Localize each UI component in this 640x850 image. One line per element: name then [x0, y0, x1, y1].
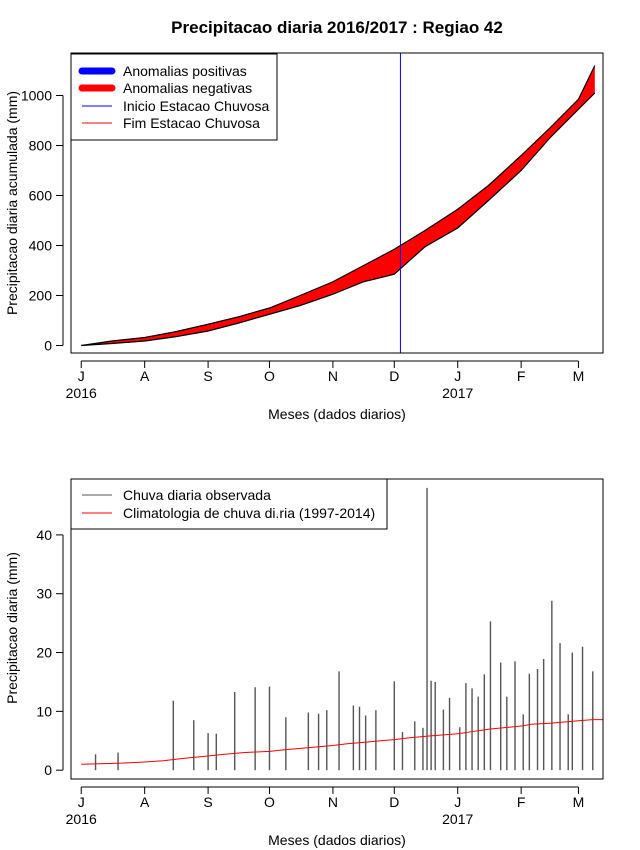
panel1-x-tick-label: J	[78, 368, 85, 384]
legend-label-season-end: Fim Estacao Chuvosa	[123, 115, 260, 131]
daily-climatology-line	[81, 719, 603, 765]
panel2-year-label: 2017	[442, 811, 473, 827]
panel1-y-tick-label: 200	[29, 288, 53, 304]
legend-label-observed: Chuva diaria observada	[123, 487, 271, 503]
panel1-y-tick-label: 800	[29, 138, 53, 154]
panel2-x-tick-label: S	[203, 794, 212, 810]
panel2-x-tick-label: N	[328, 794, 338, 810]
panel2-x-tick-label: M	[573, 794, 585, 810]
panel1-year-label: 2017	[442, 385, 473, 401]
panel1-y-tick-label: 400	[29, 238, 53, 254]
cumulative-precipitation-panel: J A S O N D J F M 2016 2017 0 200 400 600 800 1000 Meses…	[4, 52, 604, 422]
panel2-x-axis-label: Meses (dados diarios)	[268, 832, 406, 848]
panel2-x-tick-label: J	[78, 794, 85, 810]
daily-precipitation-panel: J A S O N D J F M 2016 2017 0 10 20 30 40 Meses (dados …	[4, 478, 604, 848]
panel1-axes: J A S O N D J F M 2016 2017 0 200 400 600 800 1000	[21, 88, 584, 402]
panel2-y-tick-label: 0	[44, 762, 52, 778]
panel2-y-tick-label: 10	[36, 703, 52, 719]
panel1-y-tick-label: 600	[29, 188, 53, 204]
legend-label-negative: Anomalias negativas	[123, 80, 252, 96]
panel2-x-tick-label: D	[389, 794, 399, 810]
panel1-x-tick-label: O	[264, 368, 275, 384]
cumulative-lines-group	[81, 53, 596, 353]
observed-cumulative-line	[81, 92, 596, 347]
panel1-x-tick-label: N	[328, 368, 338, 384]
panel1-y-axis-label: Precipitacao diaria acumulada (mm)	[4, 91, 20, 315]
panel2-year-label: 2016	[66, 811, 97, 827]
panel1-x-tick-label: M	[573, 368, 585, 384]
panel2-plot-frame	[70, 478, 604, 780]
panel2-y-axis-label: Precipitacao diaria (mm)	[4, 552, 20, 704]
panel2-y-tick-label: 40	[36, 527, 52, 543]
daily-rain-bars-group	[94, 487, 594, 771]
panel2-x-tick-label: A	[140, 794, 150, 810]
panel1-x-tick-label: S	[203, 368, 212, 384]
panel1-plot-frame	[70, 52, 604, 354]
legend-label-positive: Anomalias positivas	[123, 63, 247, 79]
panel1-x-tick-label: A	[140, 368, 150, 384]
climatology-line-group	[81, 719, 603, 765]
panel1-y-tick-label: 0	[44, 338, 52, 354]
panel1-year-label: 2016	[66, 385, 97, 401]
panel2-y-tick-label: 30	[36, 586, 52, 602]
panel1-x-tick-label: F	[517, 368, 526, 384]
panel2-y-tick-label: 20	[36, 645, 52, 661]
panel2-x-tick-label: O	[264, 794, 275, 810]
climatology-cumulative-line	[81, 65, 596, 347]
panel2-axes: J A S O N D J F M 2016 2017 0 10 20 30 40	[36, 527, 584, 827]
panel2-x-tick-label: F	[517, 794, 526, 810]
negative-anomaly-area	[81, 65, 595, 346]
chart-title: Precipitacao diaria 2016/2017 : Regiao 4…	[171, 18, 503, 37]
panel2-x-tick-label: J	[454, 794, 461, 810]
legend-label-season-start: Inicio Estacao Chuvosa	[123, 98, 270, 114]
panel1-legend: Anomalias positivas Anomalias negativas …	[70, 53, 278, 141]
panel1-x-tick-label: D	[389, 368, 399, 384]
panel2-legend: Chuva diaria observada Climatologia de c…	[70, 478, 388, 530]
panel1-x-tick-label: J	[454, 368, 461, 384]
legend-label-climatology: Climatologia de chuva di.ria (1997-2014)	[123, 505, 375, 521]
panel1-x-axis-label: Meses (dados diarios)	[268, 406, 406, 422]
anomaly-area-group	[81, 65, 595, 346]
panel1-y-tick-label: 1000	[21, 88, 52, 104]
